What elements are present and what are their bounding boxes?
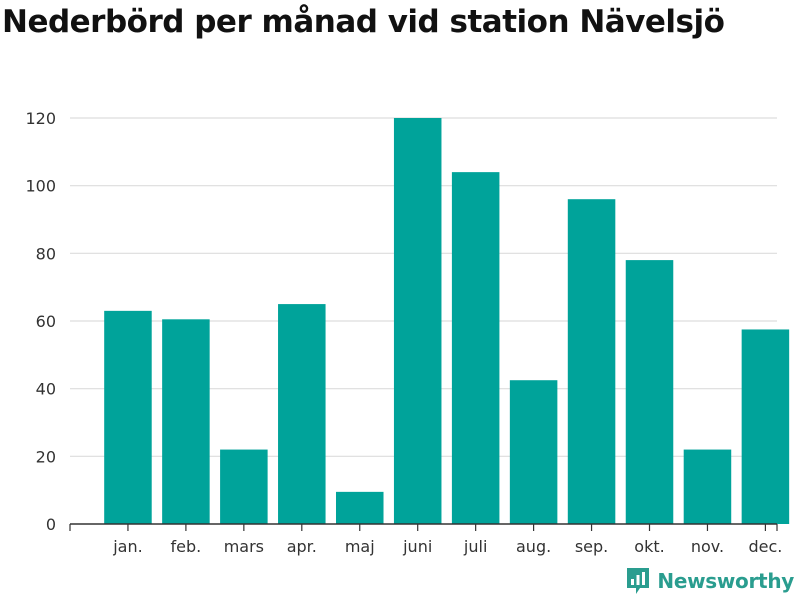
- x-tick-label: maj: [345, 537, 375, 556]
- x-tick-label: jan.: [112, 537, 142, 556]
- bar-4[interactable]: [335, 491, 384, 524]
- bar-5[interactable]: [393, 118, 442, 524]
- bars: [104, 118, 790, 524]
- bar-3[interactable]: [278, 304, 326, 524]
- x-tick-label: apr.: [287, 537, 317, 556]
- bar-11[interactable]: [741, 329, 790, 524]
- y-tick-label: 100: [25, 177, 56, 196]
- x-tick-label: dec.: [748, 537, 782, 556]
- x-tick-label: juli: [463, 537, 487, 556]
- bar-1[interactable]: [162, 319, 210, 524]
- bar-0[interactable]: [104, 310, 152, 524]
- chart-title: Nederbörd per månad vid station Nävelsjö: [2, 4, 725, 40]
- bar-6[interactable]: [451, 172, 500, 524]
- bar-8[interactable]: [567, 199, 616, 524]
- y-tick-label: 120: [25, 109, 56, 128]
- x-tick-label: okt.: [634, 537, 664, 556]
- x-tick-label: nov.: [691, 537, 724, 556]
- x-tick-label: feb.: [171, 537, 202, 556]
- x-tick-label: sep.: [575, 537, 608, 556]
- y-tick-label: 0: [46, 515, 56, 534]
- brand-name: Newsworthy: [657, 569, 794, 593]
- x-tick-label: mars: [224, 537, 264, 556]
- axes: 0 20 40 60 80 100 120 jan. feb. mars apr. maj juni ju…: [25, 109, 782, 556]
- newsworthy-brand[interactable]: Newsworthy: [625, 564, 794, 598]
- x-tick-label: juni: [402, 537, 432, 556]
- bar-10[interactable]: [683, 449, 732, 524]
- y-tick-label: 40: [36, 380, 56, 399]
- x-tick-label: aug.: [516, 537, 551, 556]
- bar-2[interactable]: [220, 449, 268, 524]
- bar-9[interactable]: [625, 260, 674, 524]
- y-tick-label: 60: [36, 312, 56, 331]
- bar-7[interactable]: [509, 380, 558, 524]
- y-tick-label: 20: [36, 447, 56, 466]
- y-tick-label: 80: [36, 244, 56, 263]
- newsworthy-logo-icon: [627, 568, 650, 594]
